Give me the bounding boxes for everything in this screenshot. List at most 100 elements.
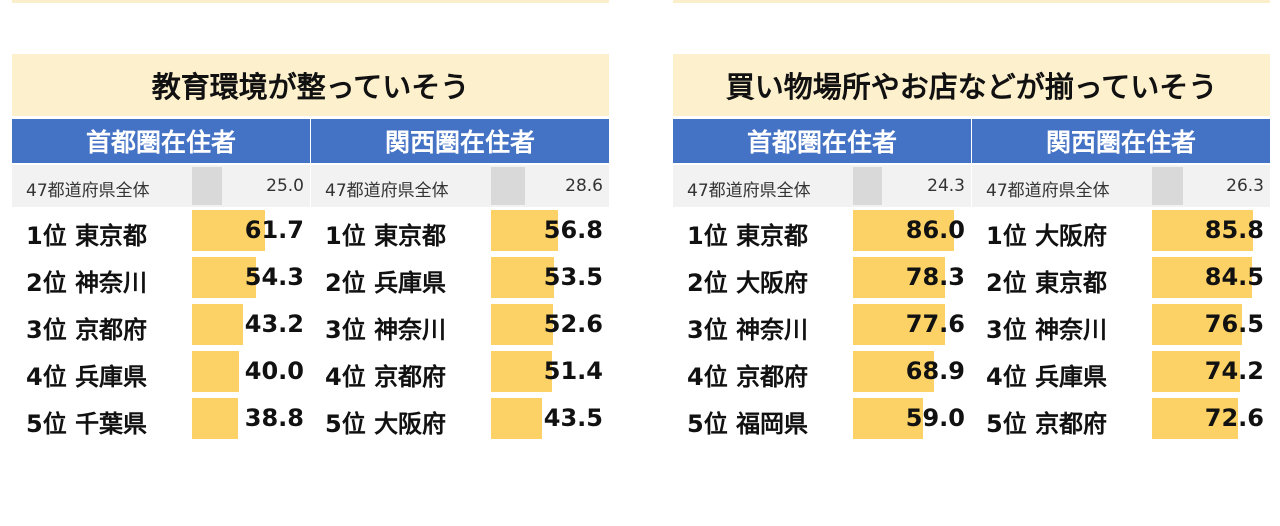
rank-number: 5位 bbox=[687, 410, 728, 438]
prefecture-name: 京都府 bbox=[1035, 410, 1108, 438]
rank-number: 4位 bbox=[687, 363, 728, 391]
prefecture-name: 兵庫県 bbox=[374, 269, 447, 297]
data-label: 52.6 bbox=[543, 310, 603, 338]
chart-panel: 教育環境が整っていそう 首都圏在住者 47都道府県全体 25.0 1位 東京都 61.7 2… bbox=[12, 54, 609, 442]
data-label: 74.2 bbox=[1204, 357, 1264, 385]
rank-row: 1位 東京都 86.0 bbox=[673, 207, 971, 254]
value-bar bbox=[491, 257, 555, 298]
value-bar bbox=[1152, 304, 1243, 345]
prefecture-name: 神奈川 bbox=[75, 269, 148, 297]
data-label: 43.2 bbox=[244, 310, 304, 338]
prefecture-name: 兵庫県 bbox=[75, 363, 148, 391]
rank-label: 5位 大阪府 bbox=[325, 404, 446, 439]
rank-label: 3位 京都府 bbox=[26, 310, 147, 345]
data-label: 61.7 bbox=[244, 216, 304, 244]
rank-label: 1位 大阪府 bbox=[986, 216, 1107, 251]
top-divider-right bbox=[673, 0, 1270, 3]
prefecture-name: 兵庫県 bbox=[1035, 363, 1108, 391]
data-label: 53.5 bbox=[543, 263, 603, 291]
data-label: 54.3 bbox=[244, 263, 304, 291]
rank-row: 5位 京都府 72.6 bbox=[972, 395, 1270, 442]
rank-number: 2位 bbox=[26, 269, 67, 297]
rank-label: 2位 東京都 bbox=[986, 263, 1107, 298]
data-label: 85.8 bbox=[1204, 216, 1264, 244]
rank-label: 5位 京都府 bbox=[986, 404, 1107, 439]
rank-row: 2位 東京都 84.5 bbox=[972, 254, 1270, 301]
rank-label: 1位 東京都 bbox=[26, 216, 147, 251]
rank-number: 1位 bbox=[986, 222, 1027, 250]
rank-label: 4位 京都府 bbox=[325, 357, 446, 392]
rank-row: 1位 大阪府 85.8 bbox=[972, 207, 1270, 254]
rank-label: 1位 東京都 bbox=[325, 216, 446, 251]
average-label: 47都道府県全体 bbox=[325, 181, 449, 201]
rank-number: 3位 bbox=[986, 316, 1027, 344]
prefecture-name: 神奈川 bbox=[736, 316, 809, 344]
rank-label: 4位 京都府 bbox=[687, 357, 808, 392]
rank-label: 5位 千葉県 bbox=[26, 404, 147, 439]
rank-number: 2位 bbox=[325, 269, 366, 297]
value-bar bbox=[192, 210, 265, 251]
value-bar bbox=[192, 351, 240, 392]
average-value: 26.3 bbox=[1226, 176, 1264, 196]
value-bar bbox=[853, 257, 946, 298]
prefecture-name: 大阪府 bbox=[374, 410, 447, 438]
rank-number: 5位 bbox=[325, 410, 366, 438]
rank-number: 3位 bbox=[26, 316, 67, 344]
average-row: 47都道府県全体 24.3 bbox=[673, 165, 971, 207]
rank-label: 4位 兵庫県 bbox=[986, 357, 1107, 392]
data-label: 84.5 bbox=[1204, 263, 1264, 291]
prefecture-name: 東京都 bbox=[374, 222, 447, 250]
value-bar bbox=[192, 398, 238, 439]
rank-row: 1位 東京都 56.8 bbox=[311, 207, 609, 254]
rank-row: 3位 神奈川 77.6 bbox=[673, 301, 971, 348]
data-label: 38.8 bbox=[244, 404, 304, 432]
rank-row: 4位 京都府 51.4 bbox=[311, 348, 609, 395]
respondent-column: 関西圏在住者 47都道府県全体 26.3 1位 大阪府 85.8 2位 東京都 84.5 3位… bbox=[972, 116, 1270, 442]
rank-number: 2位 bbox=[687, 269, 728, 297]
prefecture-name: 神奈川 bbox=[1035, 316, 1108, 344]
column-group: 首都圏在住者 47都道府県全体 25.0 1位 東京都 61.7 2位 神奈川 54.3 3位… bbox=[12, 116, 609, 442]
average-label: 47都道府県全体 bbox=[26, 181, 150, 201]
rank-label: 1位 東京都 bbox=[687, 216, 808, 251]
value-bar bbox=[853, 398, 923, 439]
prefecture-name: 大阪府 bbox=[736, 269, 809, 297]
average-label: 47都道府県全体 bbox=[687, 181, 811, 201]
respondent-column: 首都圏在住者 47都道府県全体 24.3 1位 東京都 86.0 2位 大阪府 78.3 3位… bbox=[673, 116, 971, 442]
column-header: 関西圏在住者 bbox=[311, 119, 609, 163]
rank-label: 2位 大阪府 bbox=[687, 263, 808, 298]
rank-label: 3位 神奈川 bbox=[986, 310, 1107, 345]
average-label: 47都道府県全体 bbox=[986, 181, 1110, 201]
data-label: 77.6 bbox=[905, 310, 965, 338]
rank-label: 5位 福岡県 bbox=[687, 404, 808, 439]
rank-label: 4位 兵庫県 bbox=[26, 357, 147, 392]
rank-label: 2位 兵庫県 bbox=[325, 263, 446, 298]
chart-title: 教育環境が整っていそう bbox=[12, 54, 609, 116]
rank-label: 3位 神奈川 bbox=[325, 310, 446, 345]
data-label: 51.4 bbox=[543, 357, 603, 385]
rank-number: 4位 bbox=[986, 363, 1027, 391]
data-label: 56.8 bbox=[543, 216, 603, 244]
prefecture-name: 東京都 bbox=[75, 222, 148, 250]
rank-row: 2位 大阪府 78.3 bbox=[673, 254, 971, 301]
data-label: 78.3 bbox=[905, 263, 965, 291]
rank-row: 4位 京都府 68.9 bbox=[673, 348, 971, 395]
respondent-column: 首都圏在住者 47都道府県全体 25.0 1位 東京都 61.7 2位 神奈川 54.3 3位… bbox=[12, 116, 310, 442]
rank-row: 4位 兵庫県 74.2 bbox=[972, 348, 1270, 395]
average-row: 47都道府県全体 28.6 bbox=[311, 165, 609, 207]
rank-row: 2位 神奈川 54.3 bbox=[12, 254, 310, 301]
prefecture-name: 京都府 bbox=[736, 363, 809, 391]
value-bar bbox=[1152, 351, 1240, 392]
rank-number: 3位 bbox=[687, 316, 728, 344]
value-bar bbox=[1152, 257, 1252, 298]
chart-title: 買い物場所やお店などが揃っていそう bbox=[673, 54, 1270, 116]
rank-row: 3位 京都府 43.2 bbox=[12, 301, 310, 348]
average-bar bbox=[192, 167, 222, 205]
rank-number: 3位 bbox=[325, 316, 366, 344]
top-divider-left bbox=[12, 0, 609, 3]
value-bar bbox=[192, 304, 243, 345]
data-label: 72.6 bbox=[1204, 404, 1264, 432]
prefecture-name: 福岡県 bbox=[736, 410, 809, 438]
chart-panel: 買い物場所やお店などが揃っていそう 首都圏在住者 47都道府県全体 24.3 1位 東京… bbox=[673, 54, 1270, 442]
average-value: 24.3 bbox=[927, 176, 965, 196]
average-value: 28.6 bbox=[565, 176, 603, 196]
